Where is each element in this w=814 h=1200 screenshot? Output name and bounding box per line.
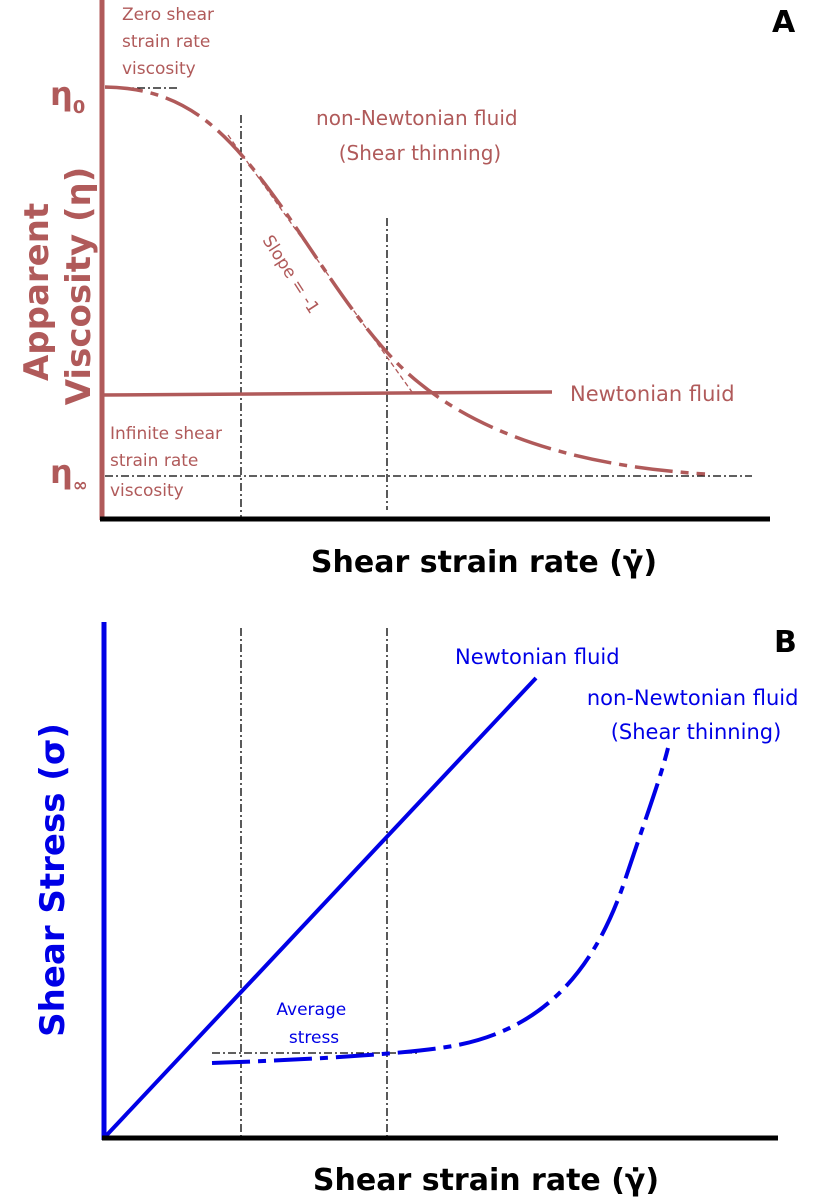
slope-tangent-line xyxy=(227,134,413,393)
panel-a-label: A xyxy=(772,5,796,40)
shear-thinning-viscosity-curve xyxy=(104,85,706,476)
non-newtonian-label-a: non-Newtonian fluid (Shear thinning) xyxy=(316,106,524,165)
newtonian-label-a: Newtonian fluid xyxy=(570,382,735,406)
newtonian-viscosity-line xyxy=(101,390,553,397)
infinite-shear-label: Infinite shear strain rate viscosity xyxy=(110,424,227,501)
zero-shear-label: Zero shear strain rate viscosity xyxy=(122,5,219,79)
panel-a: Slope = -1 A η0 η∞ Zero shear strain rat… xyxy=(17,0,796,580)
y-axis-title-b: Shear Stress (σ) xyxy=(33,723,73,1037)
shear-thinning-stress-curve xyxy=(211,747,670,1065)
slope-label: Slope = -1 xyxy=(258,232,323,318)
newtonian-label-b: Newtonian fluid xyxy=(455,645,620,669)
eta0-label: η0 xyxy=(50,75,85,118)
x-axis-title-b: Shear strain rate (γ̇) xyxy=(313,1163,659,1198)
x-axis-title-a: Shear strain rate (γ̇) xyxy=(311,545,657,580)
eta-infinity-label: η∞ xyxy=(50,453,88,496)
y-axis-title-a: Apparent Viscosity (η) xyxy=(17,167,99,406)
panel-b-label: B xyxy=(774,625,797,660)
newtonian-stress-line xyxy=(102,676,538,1140)
average-stress-label: Average stress xyxy=(276,1000,351,1048)
panel-b: B Newtonian fluid non-Newtonian fluid (S… xyxy=(33,622,805,1198)
non-newtonian-label-b: non-Newtonian fluid (Shear thinning) xyxy=(587,686,805,744)
